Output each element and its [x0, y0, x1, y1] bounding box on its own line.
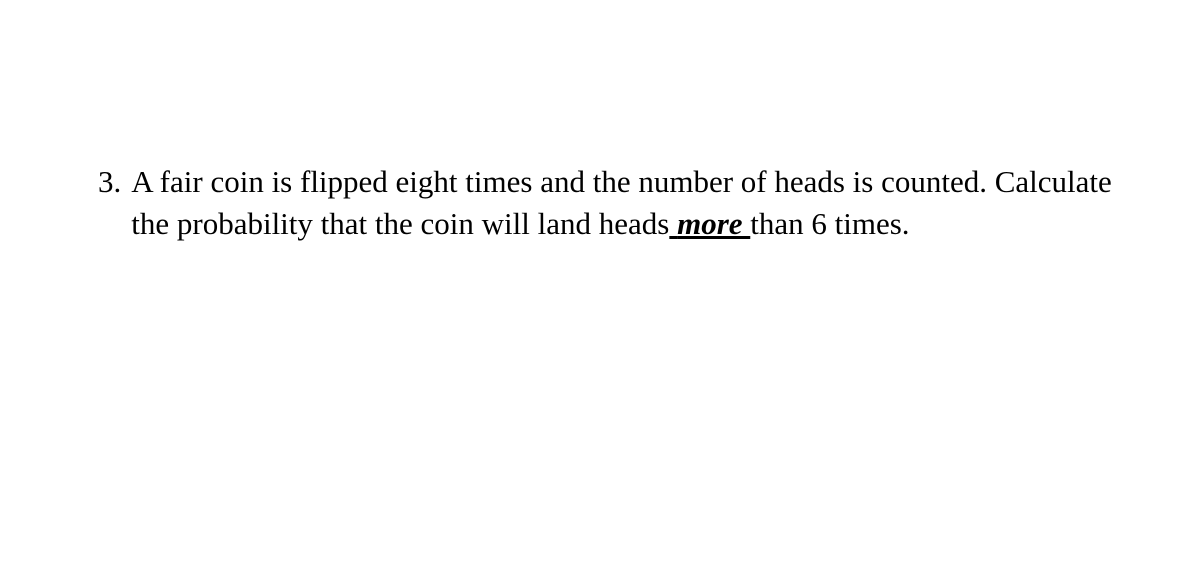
- emphasized-word: more: [677, 206, 750, 241]
- question-number: 3.: [98, 161, 121, 203]
- underline-lead-space: [669, 206, 677, 241]
- question-container: 3. A fair coin is flipped eight times an…: [98, 161, 1125, 245]
- question-text-part2: than 6 times.: [750, 206, 909, 241]
- question-block: 3. A fair coin is flipped eight times an…: [98, 161, 1125, 245]
- question-text: A fair coin is flipped eight times and t…: [131, 161, 1125, 245]
- question-text-part1: A fair coin is flipped eight times and t…: [131, 164, 1112, 241]
